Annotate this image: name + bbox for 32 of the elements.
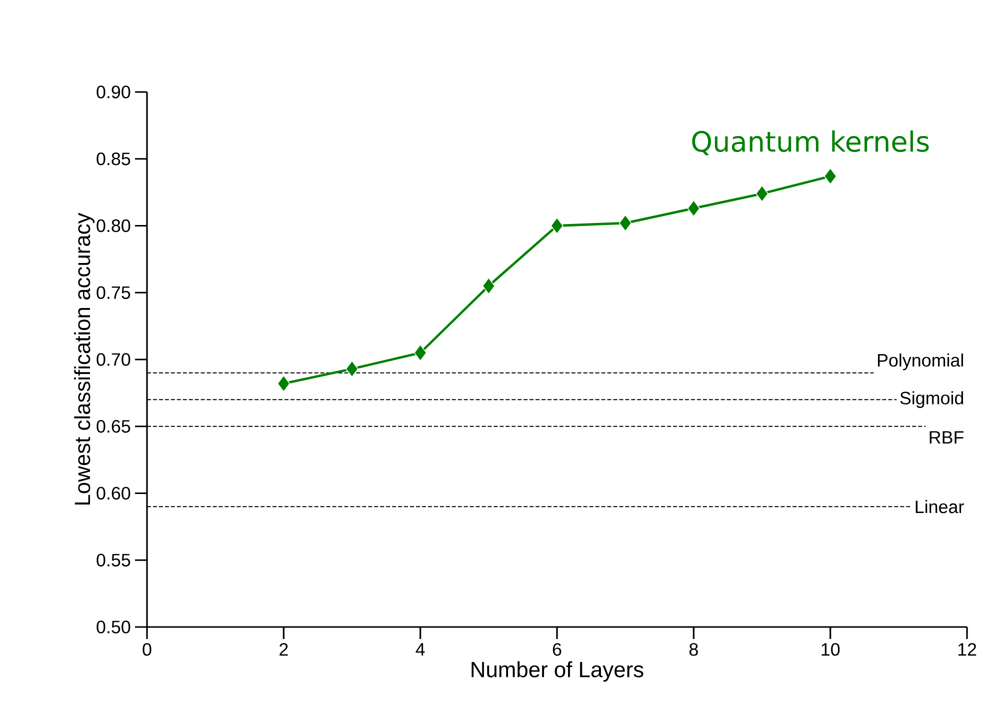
x-tick-label: 12 — [958, 643, 976, 656]
x-tick-label: 0 — [142, 643, 152, 656]
point — [687, 200, 700, 217]
ref-line-label: RBF — [930, 431, 964, 444]
point — [414, 344, 427, 362]
point — [550, 217, 564, 234]
ref-line-label: Linear — [916, 500, 964, 514]
y-tick-label: 0.75 — [96, 286, 130, 299]
y-tick-label: 0.80 — [96, 219, 130, 232]
x-tick-label: 2 — [280, 643, 288, 656]
x-axis-title: Number of Layers — [472, 661, 644, 682]
point — [756, 185, 768, 202]
y-tick-label: 0.85 — [96, 152, 130, 166]
y-tick-label: 0.55 — [96, 554, 130, 566]
point — [277, 375, 290, 392]
x-tick-label: 10 — [822, 643, 840, 656]
x-tick-label: 4 — [416, 643, 425, 656]
x-tick-label: 8 — [689, 643, 698, 656]
point — [824, 168, 837, 185]
x-tick-label: 6 — [552, 643, 562, 656]
y-tick-label: 0.65 — [96, 420, 130, 433]
y-tick-label: 0.90 — [96, 86, 130, 98]
point — [482, 278, 496, 294]
y-tick-label: 0.60 — [96, 486, 130, 500]
y-axis-title: Lowest classification accuracy — [74, 212, 95, 504]
point — [346, 360, 358, 378]
text: Quantum kernels — [692, 130, 929, 156]
y-tick-label: 0.70 — [96, 353, 130, 366]
point — [618, 214, 632, 232]
ref-line-label: Sigmoid — [900, 391, 964, 408]
y-tick-label: 0.50 — [96, 620, 130, 634]
ref-line-label: Polynomial — [878, 354, 963, 370]
